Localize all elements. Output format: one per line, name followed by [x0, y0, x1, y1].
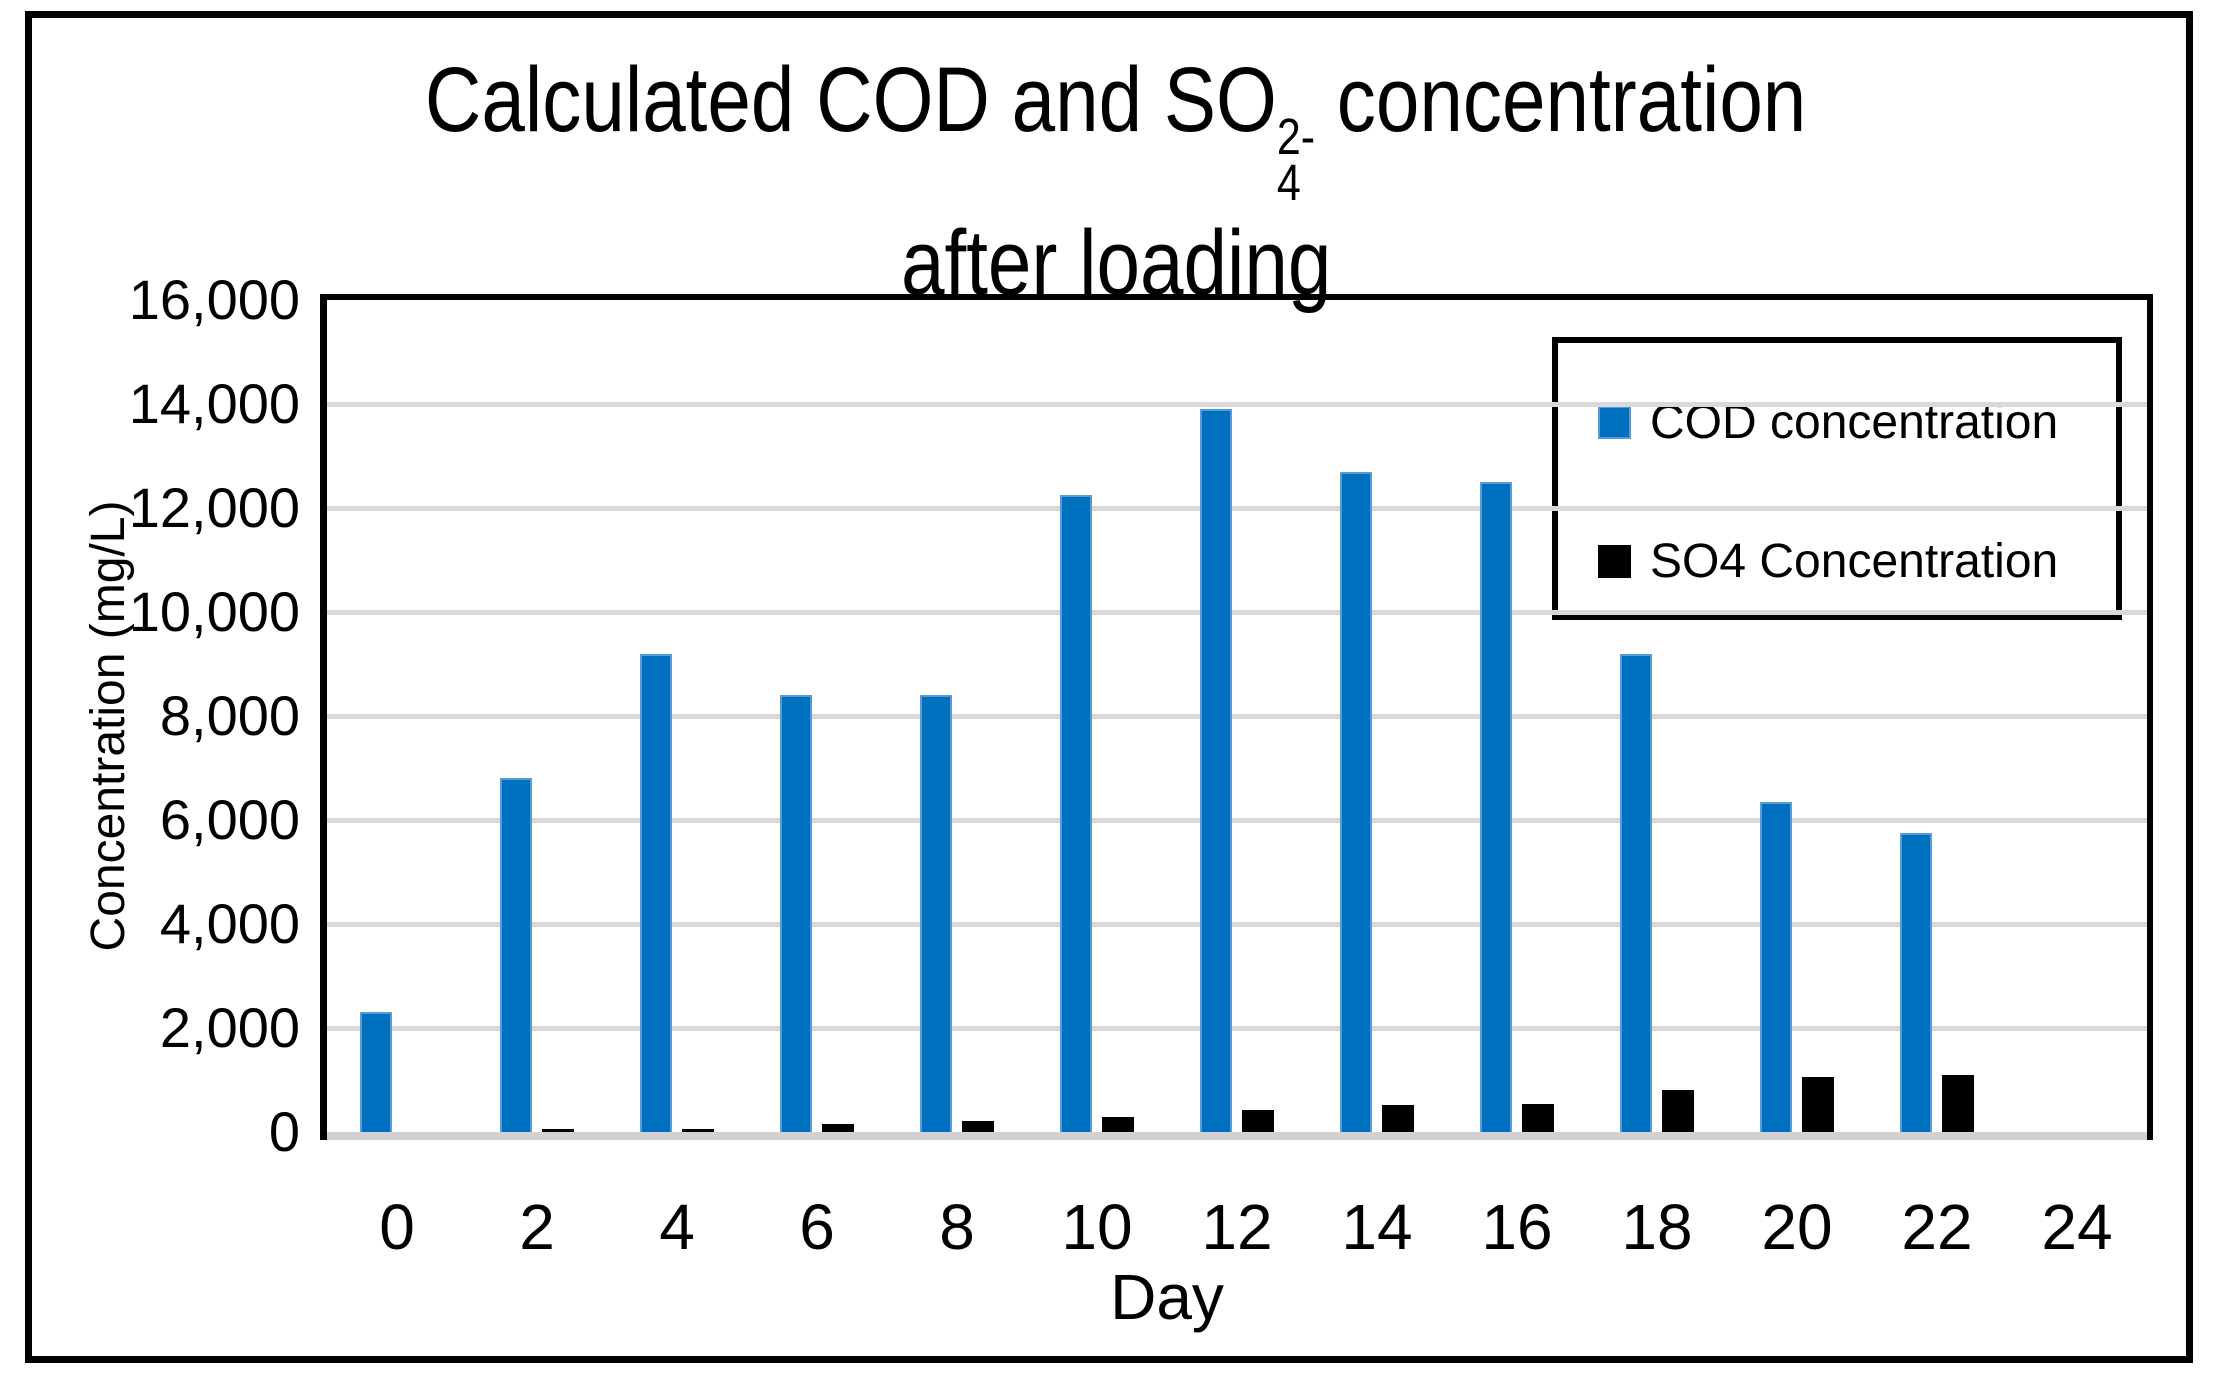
plot-border-top [320, 294, 2153, 300]
chart-title-line2: after loading [900, 211, 1332, 314]
so4-bar-day-4 [682, 1129, 714, 1132]
so4-bar-day-16 [1522, 1104, 1554, 1132]
legend-label-so4: SO4 Concentration [1650, 535, 2059, 588]
x-tick-2: 2 [519, 1191, 555, 1263]
y-tick-6000: 6,000 [159, 788, 300, 851]
y-tick-0: 0 [268, 1100, 300, 1163]
so4-bar-day-12 [1242, 1110, 1274, 1132]
so4-bar-day-18 [1662, 1090, 1694, 1132]
gridline-6000 [327, 818, 2147, 823]
cod-bar-day-4 [640, 654, 672, 1132]
chart-title-line1: Calculated COD and SO 2- 4 concentration [425, 49, 1807, 212]
y-tick-16000: 16,000 [128, 268, 300, 331]
x-tick-4: 4 [659, 1191, 695, 1263]
cod-bar-day-12 [1200, 409, 1232, 1132]
x-tick-10: 10 [1061, 1191, 1133, 1263]
cod-bar-day-6 [780, 695, 812, 1132]
x-tick-24: 24 [2041, 1191, 2113, 1263]
cod-bar-day-8 [920, 695, 952, 1132]
chart-figure: Calculated COD and SO 2- 4 concentration a… [25, 11, 2193, 1363]
cod-bar-day-18 [1620, 654, 1652, 1132]
cod-bar-day-22 [1900, 833, 1932, 1132]
x-tick-8: 8 [939, 1191, 975, 1263]
so4-bar-day-22 [1942, 1075, 1974, 1132]
gridline-8000 [327, 714, 2147, 719]
so4-bar-day-14 [1382, 1105, 1414, 1132]
x-axis-line [327, 1132, 2147, 1140]
chemical-formula-subscript: 2- 4 [1277, 107, 1316, 212]
cod-bar-day-0 [360, 1012, 392, 1132]
cod-bar-day-14 [1340, 472, 1372, 1132]
y-axis-line [320, 294, 327, 1140]
so4-bar-day-8 [962, 1121, 994, 1132]
so4-bar-day-6 [822, 1124, 854, 1132]
cod-bar-day-20 [1760, 802, 1792, 1132]
chart-title: Calculated COD and SO 2- 4 concentration a… [32, 44, 2200, 319]
y-tick-12000: 12,000 [128, 476, 300, 539]
y-tick-8000: 8,000 [159, 684, 300, 747]
x-tick-14: 14 [1341, 1191, 1413, 1263]
gridline-12000 [327, 506, 2147, 511]
plot-border-right [2147, 294, 2153, 1140]
gridline-2000 [327, 1026, 2147, 1031]
x-tick-18: 18 [1621, 1191, 1693, 1263]
x-tick-16: 16 [1481, 1191, 1553, 1263]
so4-bar-day-2 [542, 1129, 574, 1132]
cod-bar-day-16 [1480, 482, 1512, 1132]
legend-marker-cod [1598, 406, 1631, 439]
gridline-14000 [327, 402, 2147, 407]
x-tick-6: 6 [799, 1191, 835, 1263]
x-axis-title: Day [1110, 1261, 1224, 1333]
y-tick-10000: 10,000 [128, 580, 300, 643]
y-tick-14000: 14,000 [128, 372, 300, 435]
so4-bar-day-10 [1102, 1117, 1134, 1132]
x-tick-0: 0 [379, 1191, 415, 1263]
cod-bar-day-2 [500, 778, 532, 1132]
gridline-10000 [327, 610, 2147, 615]
x-tick-22: 22 [1901, 1191, 1973, 1263]
gridline-4000 [327, 922, 2147, 927]
y-tick-2000: 2,000 [159, 996, 300, 1059]
y-tick-4000: 4,000 [159, 892, 300, 955]
legend-marker-so4 [1598, 545, 1631, 578]
legend: COD concentration SO4 Concentration [1552, 337, 2122, 620]
cod-bar-day-10 [1060, 495, 1092, 1132]
x-tick-12: 12 [1201, 1191, 1273, 1263]
x-tick-20: 20 [1761, 1191, 1833, 1263]
so4-bar-day-20 [1802, 1077, 1834, 1132]
